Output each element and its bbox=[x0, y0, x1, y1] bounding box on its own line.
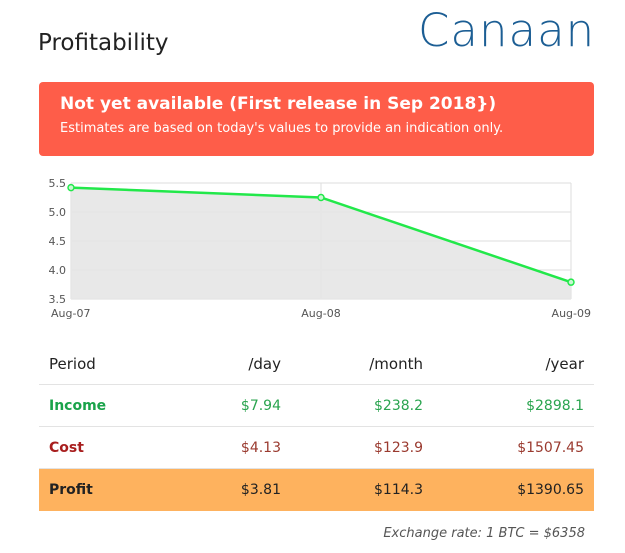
table-row-income: Income $7.94 $238.2 $2898.1 bbox=[39, 384, 594, 426]
series-area bbox=[71, 187, 571, 299]
profit-year: $1390.65 bbox=[517, 482, 584, 498]
cost-month: $123.9 bbox=[374, 439, 423, 456]
column-header-month: /month bbox=[369, 354, 423, 373]
x-tick-label: Aug-07 bbox=[51, 307, 90, 320]
cost-year: $1507.45 bbox=[517, 439, 584, 456]
profit-day: $3.81 bbox=[240, 482, 281, 498]
y-tick-label: 5.5 bbox=[49, 177, 67, 190]
table-header-row: Period /day /month /year bbox=[39, 343, 594, 384]
income-year: $2898.1 bbox=[526, 397, 584, 414]
income-day: $7.94 bbox=[240, 397, 281, 414]
alert-title: Not yet available (First release in Sep … bbox=[60, 94, 497, 114]
row-label: Income bbox=[49, 397, 107, 414]
x-tick-label: Aug-08 bbox=[301, 307, 340, 320]
data-point bbox=[67, 183, 75, 192]
column-header-period: Period bbox=[49, 354, 96, 373]
y-tick-label: 3.5 bbox=[49, 293, 67, 306]
y-tick-label: 5.0 bbox=[49, 206, 67, 219]
exchange-rate: Exchange rate: 1 BTC = $6358 bbox=[383, 526, 585, 541]
table-row-cost: Cost $4.13 $123.9 $1507.45 bbox=[39, 426, 594, 468]
x-tick-label: Aug-09 bbox=[552, 307, 591, 320]
cost-day: $4.13 bbox=[240, 439, 281, 456]
availability-alert: Not yet available (First release in Sep … bbox=[39, 82, 594, 156]
column-header-day: /day bbox=[248, 354, 281, 373]
profitability-table: Period /day /month /year Income $7.94 $2… bbox=[39, 343, 594, 511]
page-title: Profitability bbox=[38, 30, 169, 56]
alert-message: Estimates are based on today's values to… bbox=[60, 121, 504, 136]
row-label: Cost bbox=[49, 439, 84, 456]
profit-month: $114.3 bbox=[374, 482, 423, 498]
income-month: $238.2 bbox=[374, 397, 423, 414]
data-point bbox=[317, 193, 325, 202]
y-tick-label: 4.0 bbox=[49, 264, 67, 277]
y-tick-label: 4.5 bbox=[49, 235, 67, 248]
canaan-logo: Canaan bbox=[418, 4, 596, 57]
data-point bbox=[567, 278, 575, 286]
table-row-profit: Profit $3.81 $114.3 $1390.65 bbox=[39, 468, 594, 511]
row-label: Profit bbox=[49, 482, 93, 498]
column-header-year: /year bbox=[545, 354, 584, 373]
